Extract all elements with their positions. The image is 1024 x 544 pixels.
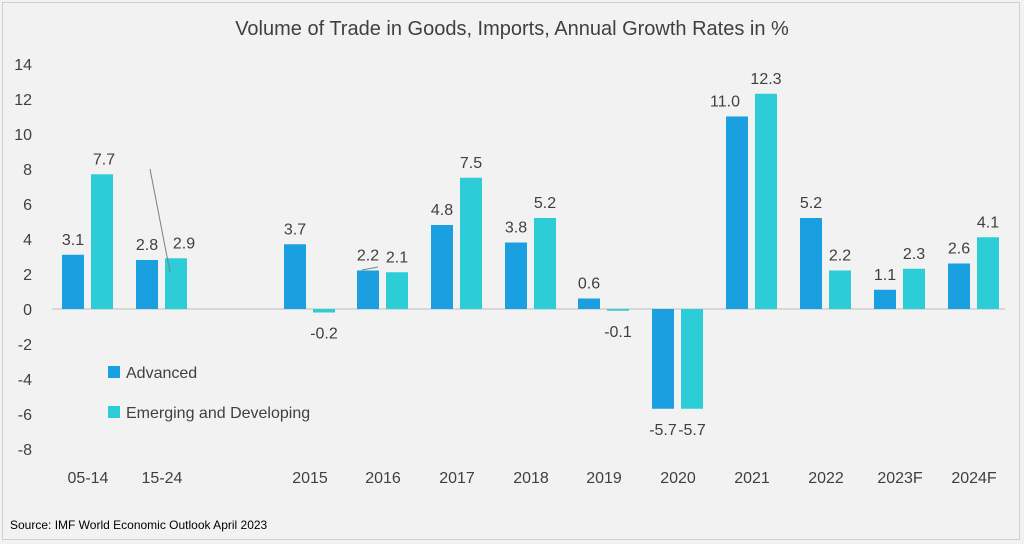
source-note: Source: IMF World Economic Outlook April… xyxy=(10,518,268,532)
label-leader-line xyxy=(149,168,171,273)
bar-advanced-2024F xyxy=(948,263,970,309)
bar-advanced-2016 xyxy=(357,270,379,309)
bar-advanced-2020 xyxy=(652,309,674,409)
data-label: 7.7 xyxy=(93,151,115,168)
data-label: 2.3 xyxy=(903,246,925,263)
data-label: 3.7 xyxy=(284,221,306,238)
x-category-label: 2015 xyxy=(292,470,328,487)
data-label: 3.8 xyxy=(505,220,527,237)
bar-advanced-2017 xyxy=(431,225,453,309)
bar-advanced-2015 xyxy=(284,244,306,309)
data-label: 5.2 xyxy=(534,195,556,212)
y-tick-label: 6 xyxy=(23,197,32,214)
data-label: 2.2 xyxy=(829,248,851,265)
y-tick-label: 4 xyxy=(23,232,32,249)
y-tick-label: 12 xyxy=(14,92,32,109)
bar-emerging-2024F xyxy=(977,237,999,309)
x-category-label: 15-24 xyxy=(142,470,183,487)
data-label: 1.1 xyxy=(874,267,896,284)
y-tick-label: 10 xyxy=(14,127,32,144)
x-category-label: 2016 xyxy=(365,470,401,487)
x-category-label: 2023F xyxy=(877,470,923,487)
y-tick-label: -4 xyxy=(18,372,32,389)
data-label: 2.9 xyxy=(173,235,195,252)
data-label: -0.2 xyxy=(310,326,338,343)
y-tick-label: 8 xyxy=(23,162,32,179)
data-label: 4.1 xyxy=(977,214,999,231)
y-tick-label: -8 xyxy=(18,442,32,459)
y-tick-label: 2 xyxy=(23,267,32,284)
x-category-label: 2017 xyxy=(439,470,475,487)
data-label: 12.3 xyxy=(750,71,781,88)
bar-emerging-2023F xyxy=(903,268,925,309)
data-label: 11.0 xyxy=(710,94,740,111)
x-category-label: 2024F xyxy=(951,470,997,487)
legend-swatch xyxy=(108,366,120,378)
bar-emerging-2016 xyxy=(386,272,408,309)
bar-advanced-2019 xyxy=(578,298,600,309)
legend-label: Advanced xyxy=(126,365,197,382)
y-tick-label: 14 xyxy=(14,57,32,74)
bar-emerging-2019 xyxy=(607,309,629,311)
bar-advanced-05-14 xyxy=(62,254,84,309)
bar-emerging-2022 xyxy=(829,270,851,309)
data-label: 4.8 xyxy=(431,202,453,219)
bar-emerging-15-24 xyxy=(165,258,187,309)
bar-advanced-2018 xyxy=(505,242,527,309)
data-label: 2.1 xyxy=(386,249,408,266)
data-label: -5.7 xyxy=(649,422,677,439)
data-label: 2.6 xyxy=(948,241,970,258)
chart-title: Volume of Trade in Goods, Imports, Annua… xyxy=(235,18,789,40)
data-label: 5.2 xyxy=(800,195,822,212)
legend-swatch xyxy=(108,406,120,418)
bar-advanced-2022 xyxy=(800,218,822,309)
bar-emerging-2020 xyxy=(681,309,703,409)
data-label: 0.6 xyxy=(578,276,600,293)
data-label: 7.5 xyxy=(460,155,482,172)
bar-advanced-2021 xyxy=(726,116,748,309)
bar-emerging-2021 xyxy=(755,93,777,309)
data-label: 3.1 xyxy=(62,232,84,249)
x-category-label: 2019 xyxy=(586,470,622,487)
bar-emerging-2015 xyxy=(313,309,335,313)
data-label: 2.2 xyxy=(357,248,379,265)
x-category-label: 2018 xyxy=(513,470,549,487)
legend-label: Emerging and Developing xyxy=(126,405,310,422)
bar-advanced-2023F xyxy=(874,289,896,309)
y-tick-label: 0 xyxy=(23,302,32,319)
x-category-label: 05-14 xyxy=(68,470,109,487)
y-tick-label: -6 xyxy=(18,407,32,424)
data-label: -5.7 xyxy=(678,422,706,439)
label-leader-line xyxy=(361,266,379,271)
bar-emerging-05-14 xyxy=(91,174,113,309)
bar-advanced-15-24 xyxy=(136,260,158,309)
data-label: -0.1 xyxy=(604,324,632,341)
bar-emerging-2017 xyxy=(460,177,482,309)
data-label: 2.8 xyxy=(136,237,158,254)
x-category-label: 2020 xyxy=(660,470,696,487)
x-category-label: 2022 xyxy=(808,470,844,487)
x-category-label: 2021 xyxy=(734,470,770,487)
y-tick-label: -2 xyxy=(18,337,32,354)
bar-emerging-2018 xyxy=(534,218,556,309)
